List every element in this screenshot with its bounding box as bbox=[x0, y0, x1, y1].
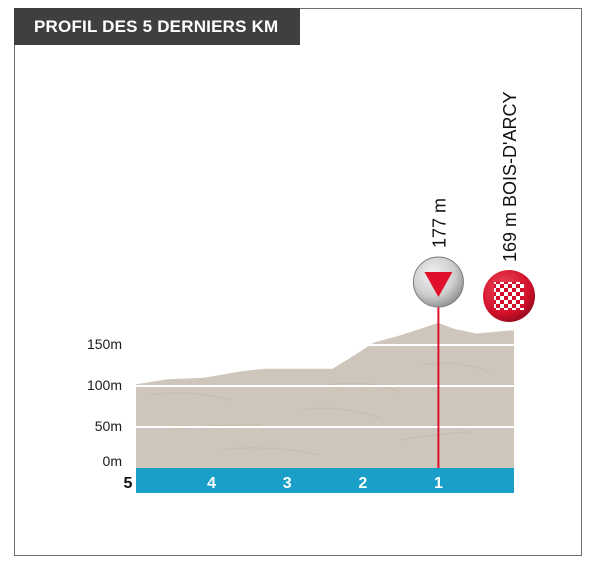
y-axis-labels: 0m 50m 100m 150m bbox=[87, 336, 122, 469]
grid-layer bbox=[136, 344, 514, 428]
terrain-texture-1 bbox=[169, 424, 261, 431]
terrain-texture-3 bbox=[399, 431, 471, 441]
terrain-texture-0 bbox=[149, 392, 231, 401]
terrain-texture-4 bbox=[219, 447, 321, 456]
x-tick-label-3: 3 bbox=[283, 475, 292, 492]
checkered-flag-icon bbox=[494, 282, 524, 310]
x-tick-label-2: 2 bbox=[358, 475, 367, 492]
terrain-layer bbox=[136, 322, 514, 468]
x-tick-label-4: 4 bbox=[207, 475, 216, 492]
x-tick-label-1: 1 bbox=[434, 475, 443, 492]
y-tick-label-0: 0m bbox=[103, 453, 122, 469]
y-tick-label-150: 150m bbox=[87, 336, 122, 352]
title-banner: PROFIL DES 5 DERNIERS KM bbox=[14, 8, 300, 45]
summit-triangle-icon bbox=[424, 272, 453, 297]
terrain-texture-6 bbox=[419, 362, 491, 373]
terrain-texture-2 bbox=[299, 407, 381, 419]
finish-label: 169 m BOIS-D'ARCY bbox=[500, 92, 520, 262]
y-tick-label-50: 50m bbox=[95, 418, 122, 434]
ground-band bbox=[136, 468, 514, 493]
y-tick-label-100: 100m bbox=[87, 377, 122, 393]
chart-title: PROFIL DES 5 DERNIERS KM bbox=[34, 17, 279, 36]
x-axis-labels: 5 4 3 2 1 bbox=[124, 475, 443, 492]
summit-label: 177 m bbox=[429, 198, 449, 248]
terrain-area bbox=[136, 322, 514, 468]
annotations-layer: 177 m 169 m BOIS-D'ARCY bbox=[412, 92, 535, 468]
x-tick-label-5: 5 bbox=[124, 475, 133, 492]
terrain-texture-5 bbox=[329, 382, 401, 393]
ground-band-layer bbox=[136, 468, 514, 493]
